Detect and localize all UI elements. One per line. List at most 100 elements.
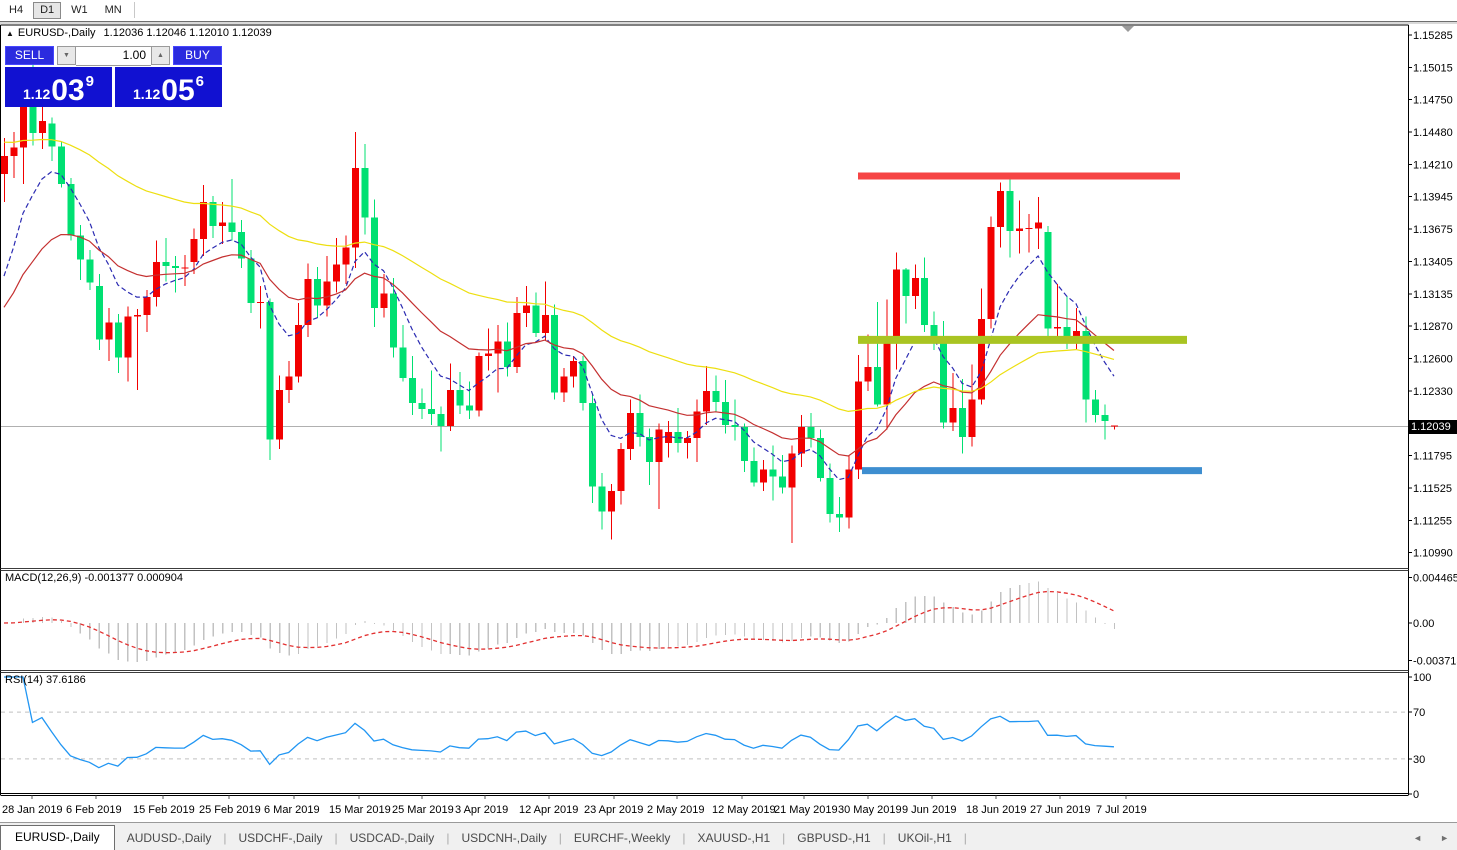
svg-text:2 May 2019: 2 May 2019: [647, 804, 704, 816]
svg-text:28 Jan 2019: 28 Jan 2019: [2, 804, 63, 816]
svg-text:9 Jun 2019: 9 Jun 2019: [902, 804, 956, 816]
ma-fast-line: [3, 171, 1115, 481]
timeframe-toolbar: H4 D1 W1 MN: [0, 0, 1457, 22]
svg-text:1.11255: 1.11255: [1413, 516, 1452, 528]
svg-text:1.13675: 1.13675: [1413, 224, 1453, 236]
chart-tab-usdcad-daily[interactable]: USDCAD-,Daily: [349, 831, 435, 845]
price-axis-labels: 1.15285 1.15015 1.14750 1.14480 1.14210 1.139…: [1408, 30, 1453, 560]
svg-text:70: 70: [1413, 707, 1425, 719]
timeframe-button-w1[interactable]: W1: [71, 4, 88, 16]
date-axis-labels: 28 Jan 2019 6 Feb 2019 15 Feb 2019 25 Feb 2…: [2, 795, 1147, 816]
ma-slow-line: [3, 138, 1115, 413]
buy-price-big: 05: [161, 74, 195, 107]
tab-separator: |: [963, 831, 967, 845]
svg-text:12 Apr 2019: 12 Apr 2019: [519, 804, 578, 816]
svg-text:12 May 2019: 12 May 2019: [712, 804, 776, 816]
macd-histogram: [13, 581, 1116, 663]
current-price-badge: 1.12039: [1409, 419, 1457, 434]
macd-signal-line: [3, 590, 1115, 654]
chart-tab-gbpusd-h1[interactable]: GBPUSD-,H1: [797, 831, 871, 845]
svg-text:1.12870: 1.12870: [1413, 321, 1453, 333]
tab-separator: |: [334, 831, 338, 845]
tab-separator: |: [558, 831, 562, 845]
svg-text:1.13405: 1.13405: [1413, 257, 1453, 269]
one-click-trading-panel: SELL ▼ 1.00 ▲ BUY 1.12 03 9 1.12 05 6: [5, 46, 222, 107]
timeframe-button-d1[interactable]: D1: [33, 2, 62, 19]
chart-tab-eurchf-weekly[interactable]: EURCHF-,Weekly: [573, 831, 671, 845]
tab-scroll-left-button[interactable]: ◄: [1413, 833, 1423, 843]
indicator-axis-labels: 0.004465 0.00 -0.003715 100 70 30 0: [1408, 573, 1457, 801]
chart-tab-usdcnh-daily[interactable]: USDCNH-,Daily: [461, 831, 547, 845]
volume-input[interactable]: 1.00: [76, 46, 151, 66]
svg-text:23 Apr 2019: 23 Apr 2019: [584, 804, 643, 816]
sell-price-sup: 9: [85, 73, 94, 90]
svg-text:18 Jun 2019: 18 Jun 2019: [966, 804, 1027, 816]
tab-separator: |: [682, 831, 686, 845]
tab-separator: |: [782, 831, 786, 845]
svg-text:1.14480: 1.14480: [1413, 127, 1453, 139]
svg-text:0.00: 0.00: [1413, 618, 1434, 630]
timeframe-button-h4[interactable]: H4: [9, 4, 24, 16]
volume-up-button[interactable]: ▲: [151, 46, 170, 65]
svg-text:25 Feb 2019: 25 Feb 2019: [199, 804, 261, 816]
symbol-title: EURUSD-,Daily: [17, 27, 96, 39]
tab-separator: |: [446, 831, 450, 845]
collapse-arrow-icon[interactable]: ▲: [6, 29, 14, 38]
svg-text:1.12600: 1.12600: [1413, 354, 1453, 366]
chart-tab-usdchf-daily[interactable]: USDCHF-,Daily: [238, 831, 323, 845]
sell-price-big: 03: [51, 74, 85, 107]
svg-text:1.11795: 1.11795: [1413, 451, 1452, 463]
rsi-indicator-label: RSI(14) 37.6186: [5, 674, 86, 686]
chart-tab-bar: EURUSD-,Daily AUDUSD-,Daily | USDCHF-,Daily…: [0, 822, 1457, 850]
sell-button[interactable]: SELL: [5, 46, 54, 65]
candles-group: [1, 52, 1118, 543]
volume-down-button[interactable]: ▼: [57, 46, 76, 65]
svg-text:3 Apr 2019: 3 Apr 2019: [455, 804, 508, 816]
tab-separator: |: [223, 831, 227, 845]
toolbar-separator: [133, 2, 135, 18]
svg-text:1.13135: 1.13135: [1413, 289, 1453, 301]
svg-text:30 May 2019: 30 May 2019: [838, 804, 902, 816]
chart-shift-marker-icon: [1122, 26, 1134, 32]
chart-tab-audusd-daily[interactable]: AUDUSD-,Daily: [126, 831, 212, 845]
svg-text:1.14210: 1.14210: [1413, 160, 1453, 172]
buy-button[interactable]: BUY: [173, 46, 222, 65]
svg-text:7 Jul 2019: 7 Jul 2019: [1096, 804, 1147, 816]
chart-symbol-header: ▲ EURUSD-,Daily 1.12036 1.12046 1.12010 1.…: [6, 27, 272, 39]
ohlc-readout: 1.12036 1.12046 1.12010 1.12039: [103, 27, 272, 39]
svg-text:0: 0: [1413, 789, 1419, 801]
chart-frame: [0, 24, 1409, 796]
sell-price-prefix: 1.12: [23, 86, 51, 102]
sell-price-display[interactable]: 1.12 03 9: [5, 67, 112, 107]
volume-spinner: ▼ 1.00 ▲: [57, 46, 170, 66]
chart-tab-ukoil-h1[interactable]: UKOil-,H1: [897, 831, 952, 845]
chart-tab-xauusd-h1[interactable]: XAUUSD-,H1: [697, 831, 771, 845]
svg-text:21 May 2019: 21 May 2019: [774, 804, 838, 816]
svg-text:100: 100: [1413, 672, 1431, 684]
timeframe-button-mn[interactable]: MN: [104, 4, 122, 16]
svg-text:0.004465: 0.004465: [1413, 573, 1457, 585]
svg-text:27 Jun 2019: 27 Jun 2019: [1030, 804, 1091, 816]
svg-text:1.11525: 1.11525: [1413, 483, 1452, 495]
svg-text:1.15285: 1.15285: [1413, 30, 1453, 42]
chart-tab-eurusd-daily[interactable]: EURUSD-,Daily: [0, 825, 115, 850]
tab-scroll-right-button[interactable]: ►: [1440, 833, 1449, 843]
buy-price-sup: 6: [195, 73, 204, 90]
svg-text:15 Mar 2019: 15 Mar 2019: [329, 804, 391, 816]
svg-text:1.15015: 1.15015: [1413, 63, 1453, 75]
buy-price-prefix: 1.12: [133, 86, 161, 102]
svg-text:1.14750: 1.14750: [1413, 94, 1453, 106]
svg-text:-0.003715: -0.003715: [1413, 656, 1457, 668]
rsi-line: [4, 676, 1115, 769]
svg-text:1.13945: 1.13945: [1413, 191, 1453, 203]
svg-text:30: 30: [1413, 754, 1425, 766]
svg-text:1.12330: 1.12330: [1413, 386, 1453, 398]
ma-mid-line: [3, 233, 1115, 457]
macd-indicator-label: MACD(12,26,9) -0.001377 0.000904: [5, 572, 183, 584]
svg-text:6 Mar 2019: 6 Mar 2019: [264, 804, 320, 816]
svg-text:15 Feb 2019: 15 Feb 2019: [133, 804, 195, 816]
tab-separator: |: [882, 831, 886, 845]
buy-price-display[interactable]: 1.12 05 6: [115, 67, 222, 107]
